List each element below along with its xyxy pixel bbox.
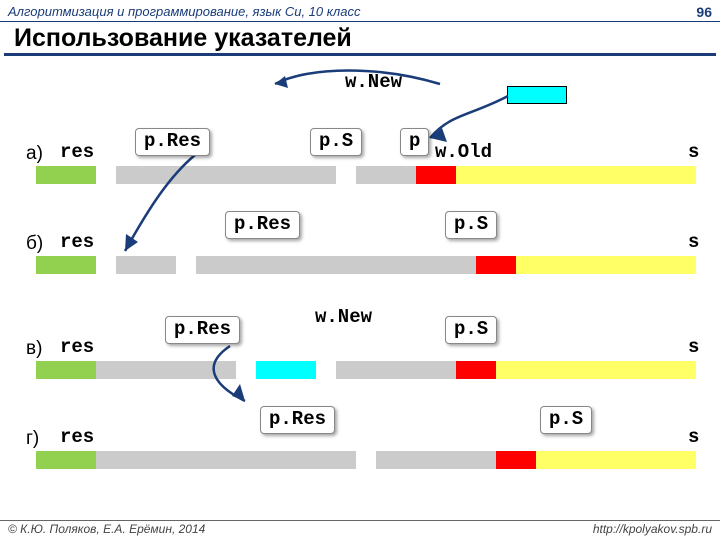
- row-c-ps: p.S: [445, 316, 497, 344]
- course-name: Алгоритмизация и программирование, язык …: [8, 4, 360, 19]
- row-a-ps: p.S: [310, 128, 362, 156]
- page-number: 96: [696, 4, 712, 20]
- row-b-s: s: [688, 231, 699, 253]
- row-d-res: res: [60, 426, 94, 448]
- top-wnew-label: w.New: [345, 71, 402, 93]
- row-b-res: res: [60, 231, 94, 253]
- row-label-c: в): [26, 338, 42, 360]
- row-a-s: s: [688, 141, 699, 163]
- row-d-s: s: [688, 426, 699, 448]
- row-d-pres: p.Res: [260, 406, 335, 434]
- row-a-bar: [36, 166, 696, 184]
- row-b-ps: p.S: [445, 211, 497, 239]
- slide-footer: © К.Ю. Поляков, Е.А. Ерёмин, 2014 http:/…: [0, 520, 720, 540]
- row-c-res: res: [60, 336, 94, 358]
- row-c-bar: [36, 361, 696, 379]
- row-d-ps: p.S: [540, 406, 592, 434]
- slide-title: Использование указателей: [4, 22, 716, 56]
- row-b-pres: p.Res: [225, 211, 300, 239]
- copyright: © К.Ю. Поляков, Е.А. Ерёмин, 2014: [8, 522, 205, 540]
- row-a-pres: p.Res: [135, 128, 210, 156]
- row-c-pres: p.Res: [165, 316, 240, 344]
- source-url: http://kpolyakov.spb.ru: [593, 522, 712, 540]
- row-a-wold: w.Old: [435, 141, 492, 163]
- row-a-res: res: [60, 141, 94, 163]
- top-cyan-box: [507, 86, 567, 104]
- row-d-bar: [36, 451, 696, 469]
- row-label-a: а): [26, 143, 43, 165]
- row-c-s: s: [688, 336, 699, 358]
- slide-header: Алгоритмизация и программирование, язык …: [0, 0, 720, 22]
- row-label-d: г): [26, 428, 39, 450]
- row-label-b: б): [26, 233, 43, 255]
- row-a-p: p: [400, 128, 429, 156]
- row-c-wnew: w.New: [315, 306, 372, 328]
- row-b-bar: [36, 256, 696, 274]
- diagram-stage: w.New а) res p.Res p.S p w.Old s б) res …: [0, 56, 720, 526]
